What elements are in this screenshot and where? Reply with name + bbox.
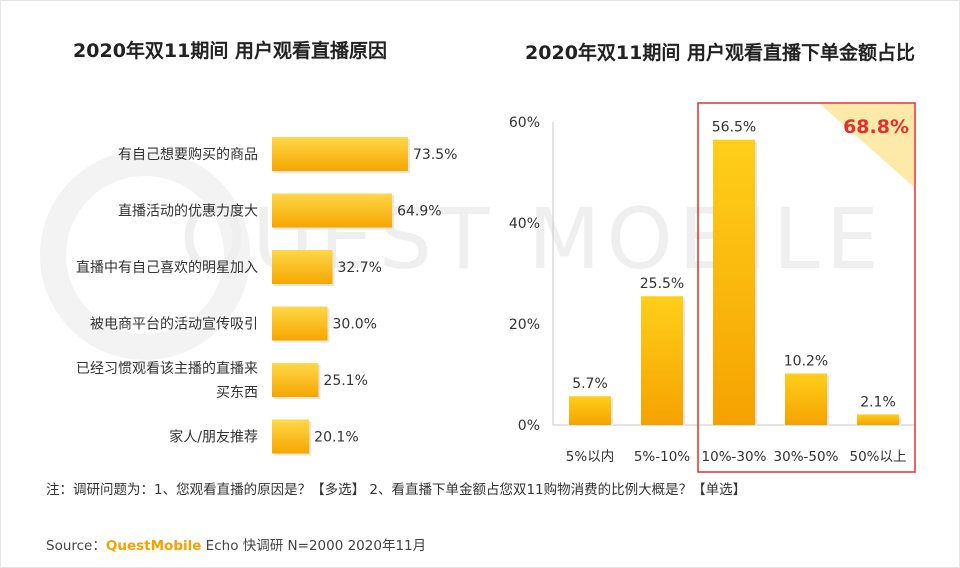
source-prefix: Source： [46,538,106,554]
reason-category-label: 买东西 [216,385,258,401]
reason-category-label: 直播中有自己喜欢的明星加入 [76,259,258,276]
amount-value-label: 5.7% [572,376,608,392]
reason-value-label: 32.7% [337,260,381,276]
amount-bar [713,139,755,426]
reason-value-label: 25.1% [323,373,367,389]
y-tick-label: 40% [509,216,540,232]
amount-value-label: 2.1% [860,394,896,410]
reason-bar [272,306,328,341]
highlight-corner-triangle [820,104,914,187]
reason-value-label: 30.0% [333,317,377,333]
source-brand: QuestMobile [105,538,202,554]
y-tick-label: 60% [509,115,540,131]
amount-category-label: 5%-10% [634,449,690,465]
reason-category-label: 已经习惯观看该主播的直播来 [76,360,258,377]
y-tick-label: 20% [509,317,540,333]
amount-category-label: 50%以上 [849,449,906,465]
amount-category-label: 5%以内 [566,449,614,465]
left-chart-title: 2020年双11期间 用户观看直播原因 [73,40,387,62]
reason-value-label: 73.5% [413,147,457,163]
amount-category-label: 30%-50% [774,449,839,465]
reason-category-label: 直播活动的优惠力度大 [118,203,258,220]
highlight-total-label: 68.8% [843,116,909,138]
reason-category-label: 被电商平台的活动宣传吸引 [90,317,258,333]
amount-bar [857,414,899,425]
y-tick-label: 0% [518,418,540,434]
highlight-box [697,102,916,473]
amount-bar [785,373,827,425]
reason-bar [272,419,310,454]
reason-value-label: 20.1% [314,430,358,446]
source-suffix: Echo 快调研 N=2000 2020年11月 [201,538,427,554]
right-chart-title: 2020年双11期间 用户观看直播下单金额占比 [525,42,915,64]
amount-value-label: 25.5% [640,276,684,292]
reason-category-label: 有自己想要购买的商品 [118,147,258,163]
reason-bar [272,137,408,171]
reason-bar [272,193,393,228]
amount-value-label: 10.2% [784,353,828,369]
amount-bar [641,296,683,425]
reason-category-label: 家人/朋友推荐 [169,429,258,446]
amount-bar [569,396,611,425]
amount-value-label: 56.5% [712,120,756,136]
source-line: Source：QuestMobile Echo 快调研 N=2000 2020年… [46,534,426,554]
reason-bar [272,363,319,397]
survey-note: 注：调研问题为：1、您观看直播的原因是？【多选】 2、看直播下单金额占您双11购… [46,482,747,498]
amount-category-label: 10%-30% [702,449,767,465]
reason-value-label: 64.9% [397,204,441,220]
reason-bar [272,250,333,284]
